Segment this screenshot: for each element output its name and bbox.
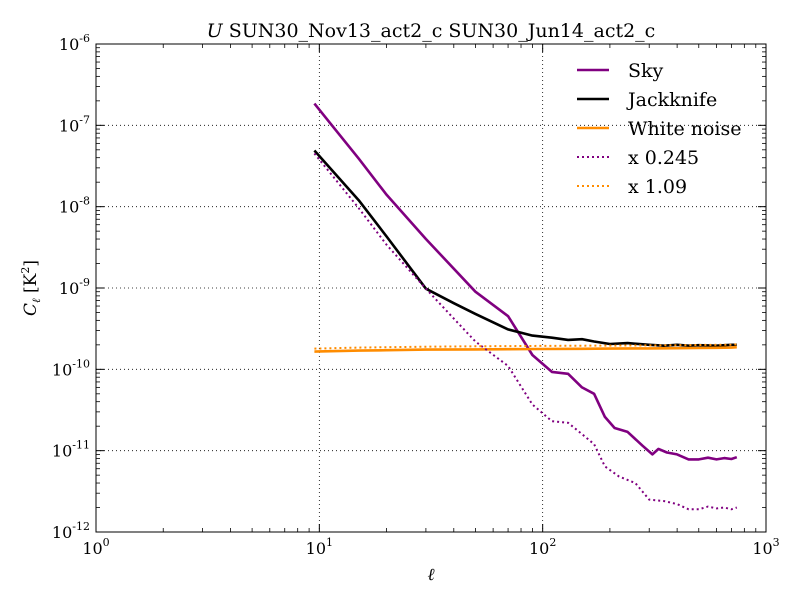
y-tick-label: 10-10 (52, 357, 90, 379)
chart-title: U SUN30_Nov13_act2_c SUN30_Jun14_act2_c (207, 20, 656, 42)
y-tick-label: 10-7 (59, 113, 90, 135)
series-line-white-noise (314, 345, 737, 353)
series-line-x-1-09 (314, 343, 737, 350)
x-tick-label: 103 (752, 536, 779, 558)
y-axis-label-close: ] (21, 260, 41, 267)
y-tick-label: 10-9 (59, 276, 90, 298)
x-tick-label: 101 (306, 536, 333, 558)
legend-label-sky: Sky (628, 60, 664, 82)
series-line-jackknife (313, 149, 737, 348)
legend-label-x-1-09: x 1.09 (628, 176, 687, 198)
y-tick-label: 10-6 (59, 32, 90, 54)
chart-title-math: U (207, 20, 224, 42)
legend: Sky Jackknife White noise x 0.245 x 1.09 (577, 60, 742, 198)
series-line-sky (313, 102, 738, 461)
y-axis-label-sup: 2 (19, 267, 32, 274)
legend-label-white-noise: White noise (628, 118, 742, 140)
y-axis-label: Cℓ [K2] (19, 260, 43, 316)
x-tick-label: 102 (529, 536, 556, 558)
legend-label-jackknife: Jackknife (626, 89, 717, 111)
tick-layer: 100 101 102 103 10-12 10-11 10-10 10-9 10-8 10-7 1… (52, 32, 780, 558)
y-tick-label: 10-11 (52, 439, 90, 461)
y-axis-label-unit: [K (21, 273, 41, 298)
chart-title-text: SUN30_Nov13_act2_c SUN30_Jun14_act2_c (223, 20, 656, 42)
x-axis-label: ℓ (427, 565, 434, 585)
x-tick-label: 100 (82, 536, 109, 558)
grid-layer (96, 44, 766, 532)
y-axis-label-c: C (21, 303, 41, 316)
series-layer (313, 102, 738, 511)
y-tick-label: 10-12 (52, 520, 90, 542)
y-axis-label-sub: ℓ (30, 298, 43, 303)
legend-label-x-0-245: x 0.245 (628, 147, 699, 169)
series-line-x-0-245 (313, 152, 738, 511)
y-tick-label: 10-8 (59, 195, 90, 217)
